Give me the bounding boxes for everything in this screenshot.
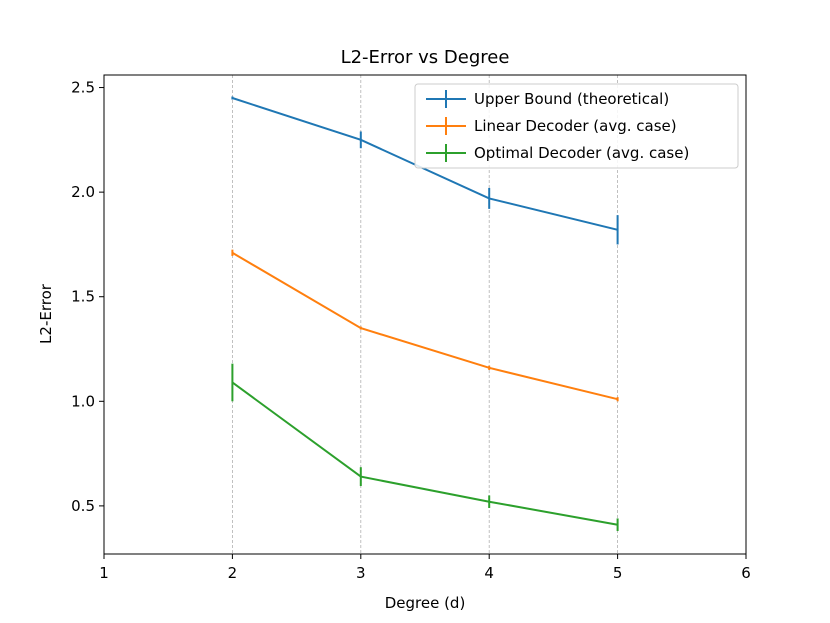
legend: Upper Bound (theoretical) Linear Decoder … [414, 83, 739, 169]
legend-box [414, 83, 739, 169]
x-axis-ticks: 1 2 3 4 5 6 [99, 554, 751, 582]
x-tick-label-6: 6 [741, 564, 751, 582]
legend-label-1: Linear Decoder (avg. case) [474, 117, 677, 135]
x-tick-label-5: 5 [613, 564, 623, 582]
series-line-0 [232, 97, 618, 231]
y-tick-label-4: 2.5 [71, 79, 95, 97]
series-layer [231, 96, 619, 531]
series-2 [231, 363, 619, 531]
chart-title: L2-Error vs Degree [341, 47, 510, 68]
y-tick-label-3: 2.0 [71, 183, 95, 201]
x-tick-label-1: 1 [99, 564, 109, 582]
legend-label-2: Optimal Decoder (avg. case) [474, 144, 689, 162]
x-tick-label-2: 2 [228, 564, 238, 582]
series-line-1 [231, 251, 618, 401]
plot-area-frame [103, 74, 747, 555]
y-axis-ticks: 0.5 1.0 1.5 2.0 2.5 [71, 79, 104, 515]
x-tick-label-3: 3 [356, 564, 366, 582]
y-axis-label: L2-Error [37, 283, 55, 344]
legend-label-0: Upper Bound (theoretical) [474, 90, 669, 108]
x-axis-label: Degree (d) [385, 594, 466, 612]
series-line-2 [231, 381, 618, 526]
series-0 [231, 96, 619, 245]
y-tick-label-2: 1.5 [71, 288, 95, 306]
y-tick-label-1: 1.0 [71, 392, 95, 410]
y-tick-label-0: 0.5 [71, 497, 95, 515]
x-tick-label-4: 4 [484, 564, 494, 582]
series-1 [231, 249, 619, 402]
